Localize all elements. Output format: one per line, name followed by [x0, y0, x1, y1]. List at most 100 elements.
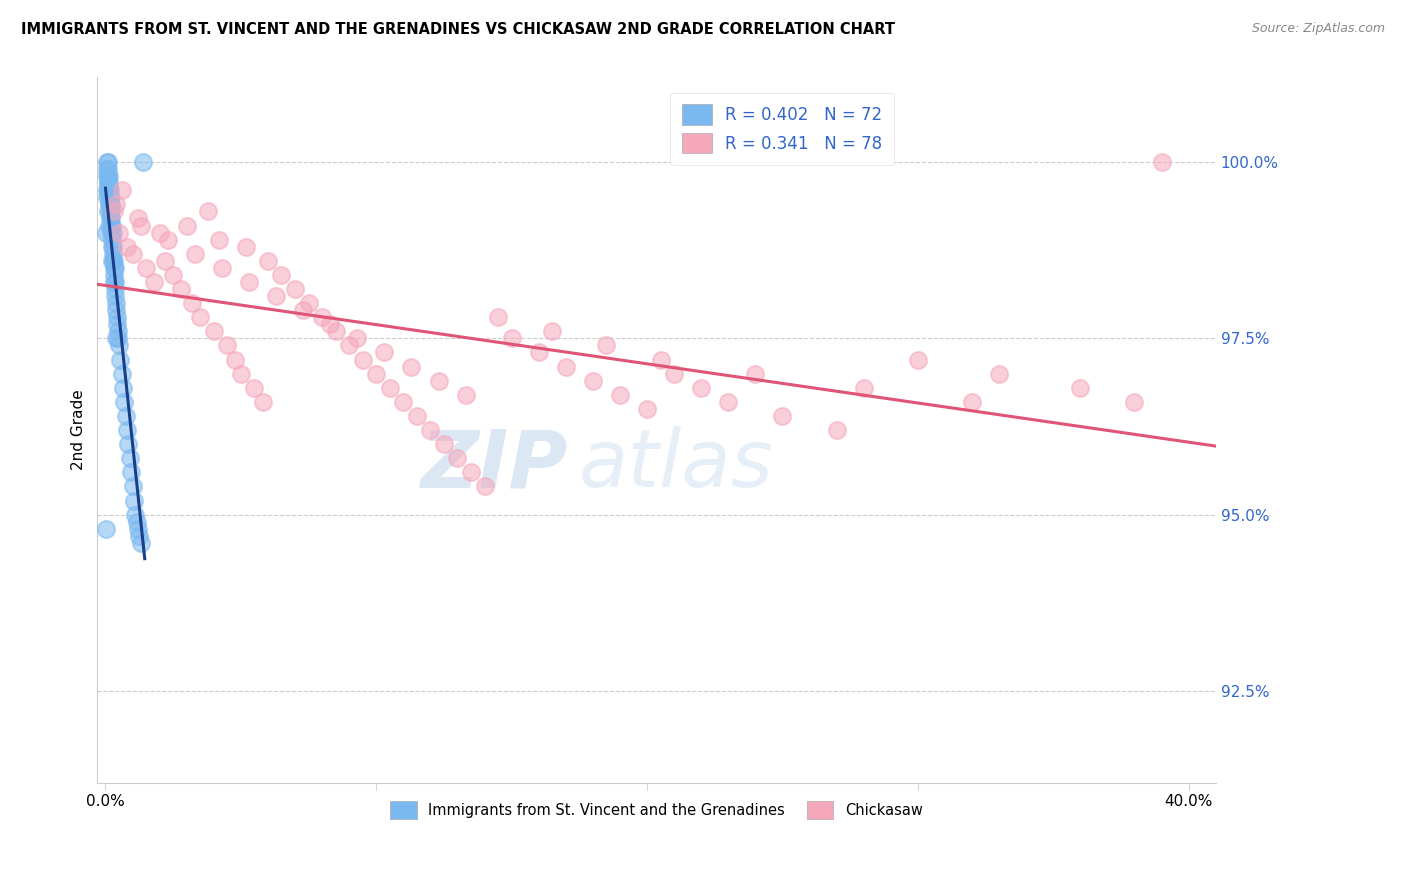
- Point: [392, 395, 415, 409]
- Point: [103, 204, 125, 219]
- Point: [98, 190, 121, 204]
- Point: [229, 367, 252, 381]
- Point: [101, 219, 124, 233]
- Point: [96, 183, 118, 197]
- Point: [98, 204, 121, 219]
- Point: [100, 197, 122, 211]
- Point: [97, 204, 120, 219]
- Point: [103, 260, 125, 275]
- Point: [97, 176, 120, 190]
- Point: [238, 275, 260, 289]
- Point: [907, 352, 929, 367]
- Point: [284, 282, 307, 296]
- Point: [103, 268, 125, 282]
- Y-axis label: 2nd Grade: 2nd Grade: [72, 390, 86, 470]
- Point: [111, 183, 134, 197]
- Point: [446, 451, 468, 466]
- Point: [96, 155, 118, 169]
- Point: [662, 367, 685, 381]
- Point: [98, 190, 121, 204]
- Point: [181, 296, 204, 310]
- Point: [129, 219, 152, 233]
- Point: [127, 211, 149, 226]
- Point: [243, 381, 266, 395]
- Point: [103, 253, 125, 268]
- Point: [311, 310, 333, 325]
- Point: [852, 381, 875, 395]
- Point: [582, 374, 605, 388]
- Point: [105, 318, 128, 332]
- Point: [110, 352, 132, 367]
- Point: [153, 253, 176, 268]
- Point: [97, 155, 120, 169]
- Point: [135, 260, 157, 275]
- Point: [100, 211, 122, 226]
- Point: [378, 381, 401, 395]
- Point: [208, 233, 231, 247]
- Point: [217, 338, 239, 352]
- Point: [373, 345, 395, 359]
- Point: [98, 176, 121, 190]
- Point: [100, 204, 122, 219]
- Text: ZIP: ZIP: [419, 426, 567, 504]
- Point: [98, 183, 121, 197]
- Point: [103, 240, 125, 254]
- Point: [1123, 395, 1146, 409]
- Point: [103, 275, 125, 289]
- Point: [104, 289, 127, 303]
- Point: [97, 162, 120, 177]
- Point: [636, 401, 658, 416]
- Point: [960, 395, 983, 409]
- Point: [101, 240, 124, 254]
- Point: [105, 310, 128, 325]
- Point: [97, 169, 120, 184]
- Point: [235, 240, 257, 254]
- Point: [104, 296, 127, 310]
- Point: [97, 176, 120, 190]
- Point: [101, 226, 124, 240]
- Point: [96, 190, 118, 204]
- Point: [474, 479, 496, 493]
- Point: [98, 197, 121, 211]
- Point: [184, 246, 207, 260]
- Point: [101, 253, 124, 268]
- Point: [419, 423, 441, 437]
- Point: [337, 338, 360, 352]
- Point: [325, 324, 347, 338]
- Point: [366, 367, 388, 381]
- Point: [427, 374, 450, 388]
- Point: [527, 345, 550, 359]
- Point: [98, 219, 121, 233]
- Point: [170, 282, 193, 296]
- Point: [717, 395, 740, 409]
- Point: [501, 331, 523, 345]
- Point: [104, 275, 127, 289]
- Point: [352, 352, 374, 367]
- Point: [94, 522, 117, 536]
- Point: [690, 381, 713, 395]
- Point: [224, 352, 246, 367]
- Point: [149, 226, 172, 240]
- Point: [104, 282, 127, 296]
- Point: [112, 381, 135, 395]
- Point: [114, 409, 136, 423]
- Point: [100, 219, 122, 233]
- Text: IMMIGRANTS FROM ST. VINCENT AND THE GRENADINES VS CHICKASAW 2ND GRADE CORRELATIO: IMMIGRANTS FROM ST. VINCENT AND THE GREN…: [21, 22, 896, 37]
- Point: [117, 437, 139, 451]
- Text: atlas: atlas: [578, 426, 773, 504]
- Point: [554, 359, 576, 374]
- Point: [124, 508, 146, 522]
- Point: [108, 226, 131, 240]
- Point: [252, 395, 274, 409]
- Point: [1069, 381, 1091, 395]
- Point: [101, 253, 124, 268]
- Point: [264, 289, 287, 303]
- Text: Source: ZipAtlas.com: Source: ZipAtlas.com: [1251, 22, 1385, 36]
- Point: [97, 183, 120, 197]
- Point: [104, 260, 127, 275]
- Point: [346, 331, 368, 345]
- Point: [132, 155, 155, 169]
- Point: [988, 367, 1011, 381]
- Point: [96, 169, 118, 184]
- Point: [433, 437, 456, 451]
